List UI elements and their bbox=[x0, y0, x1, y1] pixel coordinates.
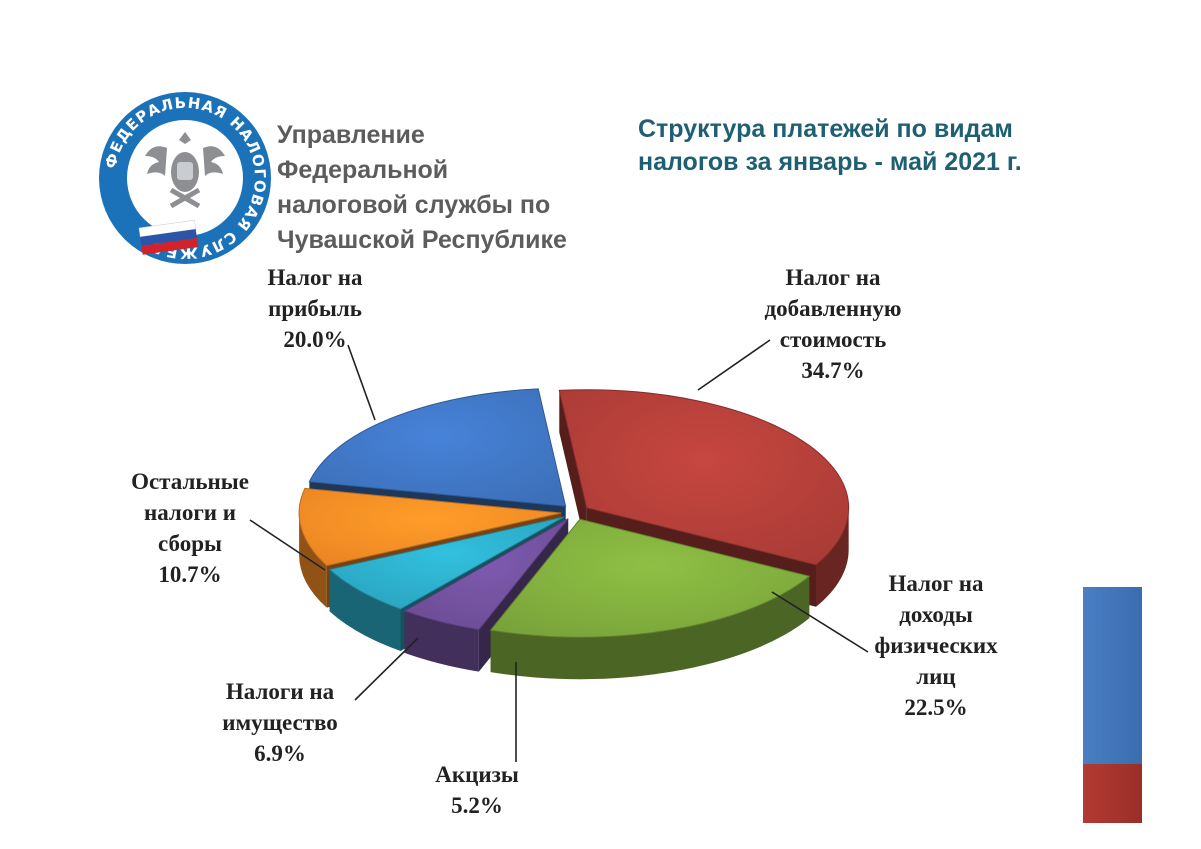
slice-profit bbox=[308, 388, 567, 507]
slice-label-line: Налог на bbox=[267, 265, 363, 290]
organization-name-line: налоговой службы по bbox=[277, 191, 551, 219]
fns-logo: ФЕДЕРАЛЬНАЯ НАЛОГОВАЯ СЛУЖБА bbox=[99, 92, 271, 264]
leader-line-other bbox=[249, 519, 326, 571]
slice-label-profit: Налог на прибыль 20.0% bbox=[268, 262, 363, 355]
leader-line-property bbox=[354, 637, 419, 701]
slice-value-property: 6.9% bbox=[254, 741, 306, 766]
slice-excise bbox=[403, 518, 569, 631]
chart-title-line: налогов за январь - май 2021 г. bbox=[638, 148, 1022, 176]
russian-flag-icon bbox=[138, 219, 199, 255]
slice-label-property: Налоги на имущество 6.9% bbox=[222, 676, 338, 769]
slice-label-line: доходы bbox=[899, 602, 973, 627]
slice-label-line: имущество bbox=[222, 710, 338, 735]
slice-label-excise: Акцизы 5.2% bbox=[435, 759, 519, 821]
organization-name: Управление Федеральной налоговой службы … bbox=[277, 118, 617, 258]
leader-line-profit bbox=[347, 344, 376, 421]
organization-name-line: Чувашской Республике bbox=[277, 226, 567, 254]
chart-title-line: Структура платежей по видам bbox=[638, 115, 1013, 143]
slice-label-line: сборы bbox=[158, 531, 222, 556]
slice-label-line: налоги и bbox=[143, 500, 237, 525]
slice-value-excise: 5.2% bbox=[451, 793, 503, 818]
leader-line-ndfl bbox=[771, 591, 869, 653]
slice-property bbox=[328, 516, 565, 610]
slice-side-ndfl bbox=[490, 576, 810, 680]
chart-title: Структура платежей по видам налогов за я… bbox=[638, 113, 1108, 179]
slice-other bbox=[298, 487, 562, 567]
slice-value-ndfl: 22.5% bbox=[904, 695, 968, 720]
side-bar-blue bbox=[1083, 587, 1142, 764]
slice-label-line: прибыль bbox=[268, 296, 362, 321]
slice-label-ndfl: Налог на доходы физических лиц 22.5% bbox=[874, 568, 997, 723]
slice-label-other: Остальные налоги и сборы 10.7% bbox=[131, 466, 249, 590]
slice-label-line: стоимость bbox=[779, 327, 887, 352]
eagle-icon bbox=[145, 132, 225, 209]
slice-side-vat bbox=[815, 507, 849, 607]
slice-vat bbox=[558, 389, 850, 566]
slice-side-other bbox=[299, 512, 327, 608]
organization-name-line: Федеральной bbox=[277, 156, 449, 184]
slice-side-excise bbox=[404, 610, 479, 672]
slice-value-vat: 34.7% bbox=[801, 358, 865, 383]
leader-line-vat bbox=[697, 339, 771, 391]
slice-label-line: добавленную bbox=[764, 296, 902, 321]
slice-label-line: физических bbox=[874, 633, 998, 658]
slice-label-line: Налоги на bbox=[225, 679, 335, 704]
slice-value-profit: 20.0% bbox=[283, 327, 347, 352]
slice-value-other: 10.7% bbox=[158, 562, 222, 587]
slice-side-property bbox=[329, 569, 401, 652]
slice-label-line: Налог на bbox=[888, 571, 984, 596]
slice-label-line: Акцизы bbox=[435, 762, 519, 787]
organization-name-line: Управление bbox=[277, 121, 425, 149]
slice-label-line: лиц bbox=[916, 664, 956, 689]
slice-label-line: Остальные bbox=[131, 469, 249, 494]
slice-ndfl bbox=[489, 518, 811, 638]
side-bar-red bbox=[1083, 764, 1142, 823]
pie-tops bbox=[298, 388, 850, 638]
side-decoration-bar bbox=[1083, 587, 1142, 823]
slice-label-vat: Налог на добавленную стоимость 34.7% bbox=[765, 262, 902, 386]
slice-wall-vat bbox=[559, 390, 587, 550]
leader-lines bbox=[249, 339, 869, 762]
slice-label-line: Налог на bbox=[785, 265, 881, 290]
